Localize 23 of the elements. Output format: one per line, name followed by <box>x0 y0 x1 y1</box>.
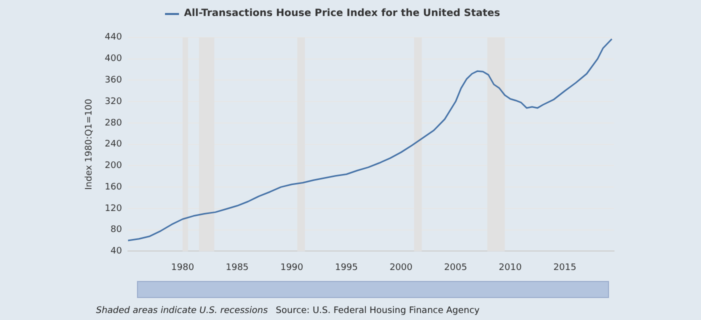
y-axis-title: Index 1980:Q1=100 <box>84 98 95 190</box>
y-tick-label: 40 <box>110 246 122 257</box>
x-tick-label: 1995 <box>334 262 358 273</box>
y-tick-label: 360 <box>104 76 122 86</box>
text: Shaded areas indicate U.S. recessions <box>96 306 268 316</box>
legend-label: All-Transactions House Price Index for the United States <box>184 8 500 19</box>
x-tick-label: 2010 <box>498 262 522 273</box>
y-tick-label: 80 <box>110 225 122 236</box>
x-tick-label: 2015 <box>553 262 576 273</box>
y-tick-label: 440 <box>104 32 122 43</box>
source-note: Source: U.S. Federal Housing Finance Agency <box>276 306 480 316</box>
y-tick-label: 280 <box>104 118 122 128</box>
x-tick-label: 1990 <box>280 262 304 273</box>
y-tick-label: 120 <box>104 204 122 214</box>
x-tick-label: 2005 <box>444 262 468 273</box>
y-tick-label: 200 <box>104 161 122 172</box>
x-tick-label: 2000 <box>390 262 413 273</box>
y-tick-label: 160 <box>104 182 122 192</box>
y-tick-label: 320 <box>104 96 122 107</box>
x-tick-label: 1985 <box>226 262 249 273</box>
y-tick-label: 240 <box>104 140 122 150</box>
x-tick-label: 1980 <box>171 262 194 273</box>
y-tick-label: 400 <box>104 54 122 64</box>
